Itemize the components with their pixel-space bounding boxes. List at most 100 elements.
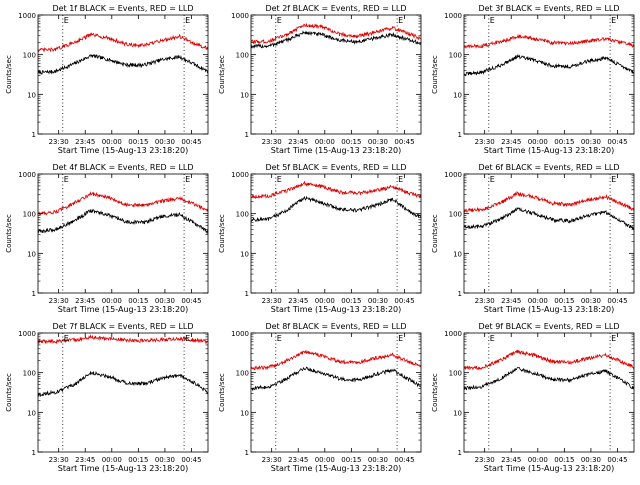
- marker-label: E: [490, 334, 495, 343]
- panel-title: Det 6f BLACK = Events, RED = LLD: [478, 163, 619, 172]
- events-series-line: [250, 29, 422, 49]
- x-axis-label: Start Time (15-Aug-13 23:18:20): [271, 305, 402, 314]
- x-tick-label: 00:30: [368, 138, 388, 146]
- y-tick-label: 1: [245, 290, 249, 298]
- lld-series-line: [37, 334, 208, 345]
- y-tick-label: 100: [23, 52, 36, 60]
- y-tick-label: 1: [458, 449, 462, 457]
- x-tick-label: 00:15: [341, 138, 361, 146]
- y-axis-label: Counts/sec: [218, 214, 226, 253]
- x-tick-label: 00:45: [607, 297, 627, 305]
- y-axis-label: Counts/sec: [431, 55, 439, 94]
- y-tick-label: 100: [449, 211, 462, 219]
- y-tick-label: 10: [453, 250, 462, 258]
- x-tick-label: 00:45: [394, 456, 414, 464]
- x-axis-label: Start Time (15-Aug-13 23:18:20): [58, 464, 189, 473]
- y-tick-label: 10: [27, 91, 36, 99]
- x-tick-label: 00:45: [607, 138, 627, 146]
- y-tick-label: 10: [240, 409, 249, 417]
- panel-4: Det 4f BLACK = Events, RED = LLD Counts/s…: [5, 163, 209, 314]
- y-axis-label: Counts/sec: [5, 373, 13, 412]
- x-tick-label: 23:30: [475, 297, 495, 305]
- events-series-line: [250, 195, 422, 223]
- x-tick-label: 00:15: [341, 456, 361, 464]
- panel-1: Det 1f BLACK = Events, RED = LLD Counts/s…: [5, 4, 209, 155]
- y-tick-label: 100: [236, 211, 249, 219]
- y-tick-label: 1000: [18, 330, 36, 338]
- x-tick-label: 00:30: [368, 456, 388, 464]
- y-tick-label: 1000: [18, 12, 36, 20]
- y-tick-label: 1000: [18, 171, 36, 179]
- y-axis-label: Counts/sec: [431, 373, 439, 412]
- x-tick-label: 23:30: [262, 297, 282, 305]
- marker-label: E: [185, 175, 190, 184]
- marker-label: E: [277, 16, 282, 25]
- x-tick-label: 00:15: [554, 456, 574, 464]
- plot-frame: [463, 173, 635, 294]
- marker-label: E: [277, 334, 282, 343]
- lld-series-line: [250, 180, 422, 199]
- x-tick-label: 00:30: [581, 138, 601, 146]
- plot-frame: [463, 332, 635, 453]
- x-tick-label: 00:30: [155, 456, 175, 464]
- marker-label: E: [398, 334, 403, 343]
- panel-3: Det 3f BLACK = Events, RED = LLD Counts/s…: [431, 4, 635, 155]
- lld-series-line: [37, 32, 209, 53]
- x-axis-label: Start Time (15-Aug-13 23:18:20): [58, 305, 189, 314]
- y-tick-label: 1: [32, 449, 36, 457]
- plot-frame: [250, 14, 422, 135]
- x-tick-label: 00:45: [607, 456, 627, 464]
- events-series-line: [463, 53, 635, 77]
- x-tick-label: 00:00: [528, 297, 548, 305]
- x-tick-label: 00:00: [315, 138, 335, 146]
- y-tick-label: 1000: [444, 330, 462, 338]
- plot-frame: [37, 332, 209, 453]
- y-tick-label: 10: [240, 250, 249, 258]
- y-tick-label: 1: [32, 131, 36, 139]
- y-tick-label: 100: [236, 370, 249, 378]
- y-axis-label: Counts/sec: [218, 373, 226, 412]
- x-axis-label: Start Time (15-Aug-13 23:18:20): [271, 464, 402, 473]
- panel-9: Det 9f BLACK = Events, RED = LLD Counts/s…: [431, 322, 635, 473]
- x-tick-label: 23:45: [501, 456, 521, 464]
- marker-label: E: [490, 175, 495, 184]
- x-tick-label: 23:30: [49, 456, 69, 464]
- x-axis-label: Start Time (15-Aug-13 23:18:20): [271, 146, 402, 155]
- y-tick-label: 100: [449, 52, 462, 60]
- y-tick-label: 100: [236, 52, 249, 60]
- panel-title: Det 3f BLACK = Events, RED = LLD: [478, 4, 619, 13]
- marker-label: E: [398, 16, 403, 25]
- x-tick-label: 00:15: [128, 297, 148, 305]
- x-tick-label: 00:45: [181, 297, 201, 305]
- panel-2: Det 2f BLACK = Events, RED = LLD Counts/s…: [218, 4, 422, 155]
- plot-frame: [37, 173, 209, 294]
- x-tick-label: 00:00: [102, 138, 122, 146]
- x-tick-label: 00:45: [394, 297, 414, 305]
- x-tick-label: 00:15: [128, 138, 148, 146]
- y-axis-label: Counts/sec: [5, 214, 13, 253]
- events-series-line: [463, 367, 635, 391]
- lld-series-line: [37, 191, 209, 216]
- x-tick-label: 00:30: [155, 138, 175, 146]
- marker-label: E: [398, 175, 403, 184]
- marker-label: E: [277, 175, 282, 184]
- events-series-line: [251, 366, 422, 392]
- events-series-line: [463, 206, 635, 231]
- x-tick-label: 23:30: [475, 138, 495, 146]
- x-tick-label: 00:15: [128, 456, 148, 464]
- lld-series-line: [250, 349, 422, 371]
- x-axis-label: Start Time (15-Aug-13 23:18:20): [484, 305, 615, 314]
- x-tick-label: 23:45: [75, 456, 95, 464]
- panel-title: Det 7f BLACK = Events, RED = LLD: [52, 322, 193, 331]
- x-tick-label: 00:30: [368, 297, 388, 305]
- y-tick-label: 1: [32, 290, 36, 298]
- x-tick-label: 23:30: [262, 138, 282, 146]
- lld-series-line: [463, 349, 635, 371]
- panel-5: Det 5f BLACK = Events, RED = LLD Counts/s…: [218, 163, 422, 314]
- x-tick-label: 23:45: [501, 297, 521, 305]
- x-tick-label: 23:30: [262, 456, 282, 464]
- x-tick-label: 00:30: [155, 297, 175, 305]
- marker-label: E: [64, 16, 69, 25]
- y-tick-label: 10: [240, 91, 249, 99]
